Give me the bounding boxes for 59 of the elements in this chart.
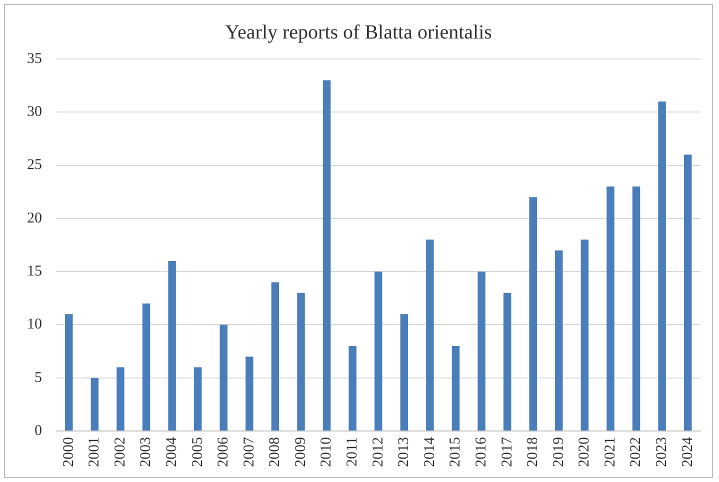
y-tick-label: 25 — [27, 157, 42, 174]
bar — [632, 186, 640, 430]
bar — [606, 186, 614, 430]
bar — [400, 314, 408, 430]
y-tick-label: 5 — [34, 370, 42, 386]
x-tick-label: 2015 — [448, 437, 464, 467]
x-tick-label: 2000 — [60, 437, 77, 467]
x-tick-label: 2016 — [473, 436, 490, 467]
bar — [658, 102, 666, 430]
chart-title: Yearly reports of Blatta orientalis — [225, 21, 492, 44]
bar — [322, 80, 331, 430]
y-tick-label: 30 — [27, 104, 42, 120]
x-tick-label: 2005 — [190, 437, 206, 467]
y-tick-label: 15 — [27, 264, 42, 280]
x-tick-label: 2006 — [216, 436, 232, 467]
x-tick-label: 2019 — [550, 437, 567, 467]
y-tick-label: 35 — [27, 50, 42, 67]
y-tick-label: 20 — [27, 210, 42, 226]
bar — [426, 240, 434, 430]
bar — [580, 240, 589, 430]
bar — [297, 292, 305, 430]
bar — [168, 260, 176, 430]
bar — [194, 367, 202, 430]
y-tick-label: 0 — [34, 422, 42, 439]
bar — [452, 346, 460, 430]
x-tick-label: 2001 — [86, 437, 103, 467]
x-tick-label: 2007 — [241, 436, 258, 467]
x-tick-label: 2022 — [628, 437, 644, 467]
x-tick-label: 2024 — [680, 436, 696, 467]
bar — [555, 250, 563, 430]
bar — [684, 154, 692, 430]
x-tick-label: 2009 — [292, 437, 309, 467]
x-tick-label: 2023 — [654, 437, 670, 467]
x-tick-label: 2010 — [318, 437, 335, 467]
bar — [348, 346, 356, 430]
x-tick-label: 2021 — [602, 437, 618, 467]
bar — [90, 378, 99, 430]
x-tick-label: 2002 — [112, 437, 128, 467]
bar — [116, 367, 124, 430]
x-tick-label: 2011 — [344, 437, 361, 466]
x-tick-label: 2018 — [525, 437, 542, 467]
bar — [374, 272, 382, 430]
bar — [503, 292, 512, 430]
x-tick-label: 2017 — [499, 436, 516, 467]
bar — [246, 356, 254, 430]
x-tick-label: 2012 — [370, 437, 386, 467]
y-tick-label: 10 — [27, 316, 42, 333]
bar — [142, 303, 150, 430]
x-tick-label: 2003 — [138, 437, 154, 467]
bar — [271, 282, 280, 430]
x-tick-label: 2004 — [164, 436, 180, 467]
bar — [478, 272, 486, 430]
x-tick-label: 2013 — [396, 437, 412, 467]
bar — [220, 324, 228, 430]
bar — [529, 197, 537, 430]
x-tick-label: 2014 — [422, 436, 438, 467]
x-tick-label: 2008 — [267, 437, 284, 467]
bar — [65, 314, 73, 430]
x-tick-label: 2020 — [576, 437, 593, 467]
